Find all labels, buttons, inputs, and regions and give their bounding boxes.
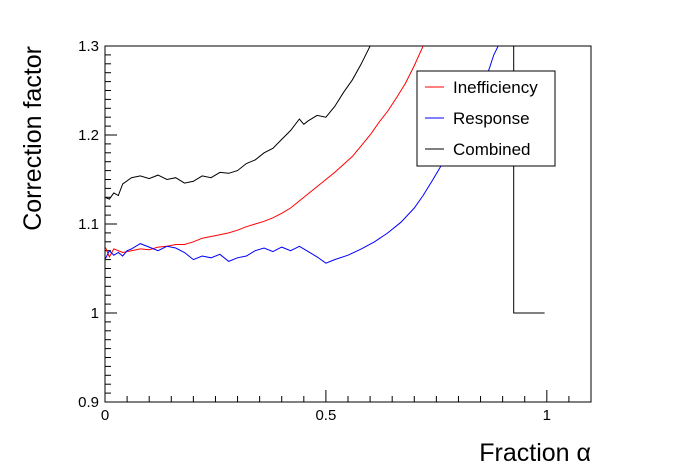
x-tick-label: 1 bbox=[543, 407, 551, 424]
x-tick-label: 0.5 bbox=[315, 407, 336, 424]
y-axis-title: Correction factor bbox=[19, 46, 47, 231]
series-line-combined bbox=[105, 46, 371, 200]
legend: Inefficiency Response Combined bbox=[416, 70, 556, 167]
series-line-inefficiency bbox=[105, 46, 424, 259]
legend-label-response: Response bbox=[453, 109, 530, 128]
x-tick-label: 0 bbox=[101, 407, 109, 424]
legend-label-inefficiency: Inefficiency bbox=[453, 78, 538, 97]
y-tick-label: 1 bbox=[91, 305, 99, 322]
x-axis-title: Fraction α bbox=[479, 439, 591, 467]
y-tick-label: 1.2 bbox=[78, 127, 99, 144]
y-tick-label: 1.1 bbox=[78, 216, 99, 233]
legend-label-combined: Combined bbox=[453, 140, 531, 159]
y-tick-label: 0.9 bbox=[78, 394, 99, 411]
axis-ticks bbox=[104, 45, 592, 403]
y-tick-label: 1.3 bbox=[78, 38, 99, 55]
axis-tick-labels: 0 0.5 1 0.9 1 1.1 1.2 1.3 bbox=[78, 38, 551, 424]
